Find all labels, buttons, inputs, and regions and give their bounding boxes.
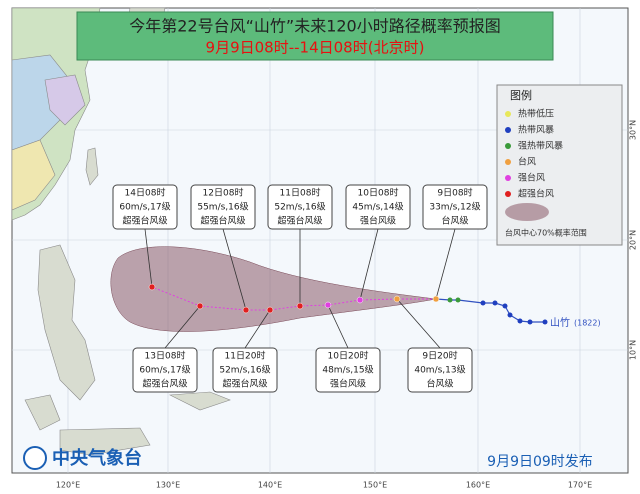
logo xyxy=(23,446,47,470)
longitude-label: 160°E xyxy=(466,481,490,490)
callout-box xyxy=(132,347,198,393)
agency: 中央气象台 xyxy=(52,447,142,469)
probability-cone xyxy=(110,246,437,332)
typhoon-name: 山竹 xyxy=(550,316,570,329)
leader-line xyxy=(144,228,153,288)
forecast-point xyxy=(148,283,156,291)
callout-time: 11日20时 xyxy=(225,350,266,362)
issued: 9月9日09时发布 xyxy=(487,454,593,470)
forecast-point xyxy=(296,302,304,310)
legend-label: 强台风 xyxy=(518,172,545,184)
callout-time: 9日08时 xyxy=(437,187,472,199)
callout-box xyxy=(267,184,333,230)
leader-line xyxy=(435,228,456,300)
leader-line xyxy=(327,304,349,349)
legend-label: 超强台风 xyxy=(518,188,554,200)
callout-wind: 33m/s,12级 xyxy=(429,201,480,213)
longitude-label: 140°E xyxy=(258,481,282,490)
callout-box xyxy=(345,184,411,230)
forecast-point xyxy=(432,295,440,303)
longitude-label: 170°E xyxy=(568,481,592,490)
legend-title: 图例 xyxy=(510,88,532,102)
callout-box xyxy=(212,347,278,393)
land xyxy=(11,7,231,456)
callout-level: 强台风级 xyxy=(330,378,366,390)
callout-time: 13日08时 xyxy=(145,350,186,362)
callout-level: 超强台风级 xyxy=(222,378,267,390)
callout-box xyxy=(315,347,381,393)
callout-wind: 45m/s,14级 xyxy=(352,201,403,213)
leader-line xyxy=(164,305,201,349)
callout-time: 11日08时 xyxy=(280,187,321,199)
legend-label: 台风 xyxy=(518,156,536,168)
callout-level: 强台风级 xyxy=(360,215,396,227)
typhoon-code: (1822) xyxy=(574,319,601,328)
longitude-label: 150°E xyxy=(363,481,387,490)
callout-time: 9日20时 xyxy=(422,350,457,362)
forecast-callouts: 14日08时60m/s,17级超强台风级12日08时55m/s,16级超强台风级… xyxy=(112,184,488,393)
legend-label: 热带风暴 xyxy=(518,124,554,136)
past-points xyxy=(447,297,548,325)
leader-line xyxy=(396,298,441,349)
callout-box xyxy=(422,184,488,230)
callout-wind: 40m/s,13级 xyxy=(414,364,465,376)
latitude-label: 20°N xyxy=(629,230,638,250)
forecast-point xyxy=(196,302,204,310)
callout-level: 超强台风级 xyxy=(122,215,167,227)
forecast-point xyxy=(266,306,274,314)
subtitle: 9月9日08时--14日08时(北京时) xyxy=(206,39,425,57)
callout-level: 超强台风级 xyxy=(277,215,322,227)
legend-cone-label: 台风中心70%概率范围 xyxy=(505,228,587,238)
legend-label: 强热带风暴 xyxy=(518,140,563,152)
forecast-point xyxy=(393,295,401,303)
latitude-label: 30°N xyxy=(629,120,638,140)
callout-box xyxy=(190,184,256,230)
legend-box xyxy=(496,84,623,246)
callout-wind: 55m/s,16级 xyxy=(197,201,248,213)
legend-dot xyxy=(505,127,511,133)
callout-wind: 60m/s,17级 xyxy=(119,201,170,213)
callout-level: 台风级 xyxy=(426,378,453,390)
callout-box xyxy=(407,347,473,393)
legend-dot xyxy=(505,191,511,197)
leader-line xyxy=(222,228,247,311)
callout-wind: 60m/s,17级 xyxy=(139,364,190,376)
legend-dot xyxy=(505,111,511,117)
callout-time: 10日20时 xyxy=(328,350,369,362)
callout-level: 超强台风级 xyxy=(200,215,245,227)
title: 今年第22号台风“山竹”未来120小时路径概率预报图 xyxy=(129,17,500,36)
latitude-label: 10°N xyxy=(629,340,638,360)
past-track xyxy=(435,298,545,323)
callout-level: 超强台风级 xyxy=(142,378,187,390)
callout-wind: 52m/s,16级 xyxy=(219,364,270,376)
legend-dot xyxy=(505,175,511,181)
callout-wind: 48m/s,15级 xyxy=(322,364,373,376)
callout-time: 10日08时 xyxy=(358,187,399,199)
longitude-label: 120°E xyxy=(56,481,80,490)
forecast-point xyxy=(242,306,250,314)
callout-time: 14日08时 xyxy=(125,187,166,199)
callout-box xyxy=(112,184,178,230)
axes: 120°E 130°E 140°E 150°E 160°E 170°E 30°N 20°N 10… xyxy=(56,120,638,490)
longitude-label: 130°E xyxy=(156,481,180,490)
callout-level: 台风级 xyxy=(441,215,468,227)
title-box xyxy=(76,11,554,61)
callout-time: 12日08时 xyxy=(203,187,244,199)
legend-dot xyxy=(505,143,511,149)
legend-cone xyxy=(505,203,549,221)
leader-line xyxy=(359,228,379,301)
forecast-point xyxy=(356,296,364,304)
legend-dot xyxy=(505,159,511,165)
callout-wind: 52m/s,16级 xyxy=(274,201,325,213)
leader-line xyxy=(244,309,271,349)
legend-label: 热带低压 xyxy=(518,108,554,120)
forecast-point xyxy=(324,301,332,309)
